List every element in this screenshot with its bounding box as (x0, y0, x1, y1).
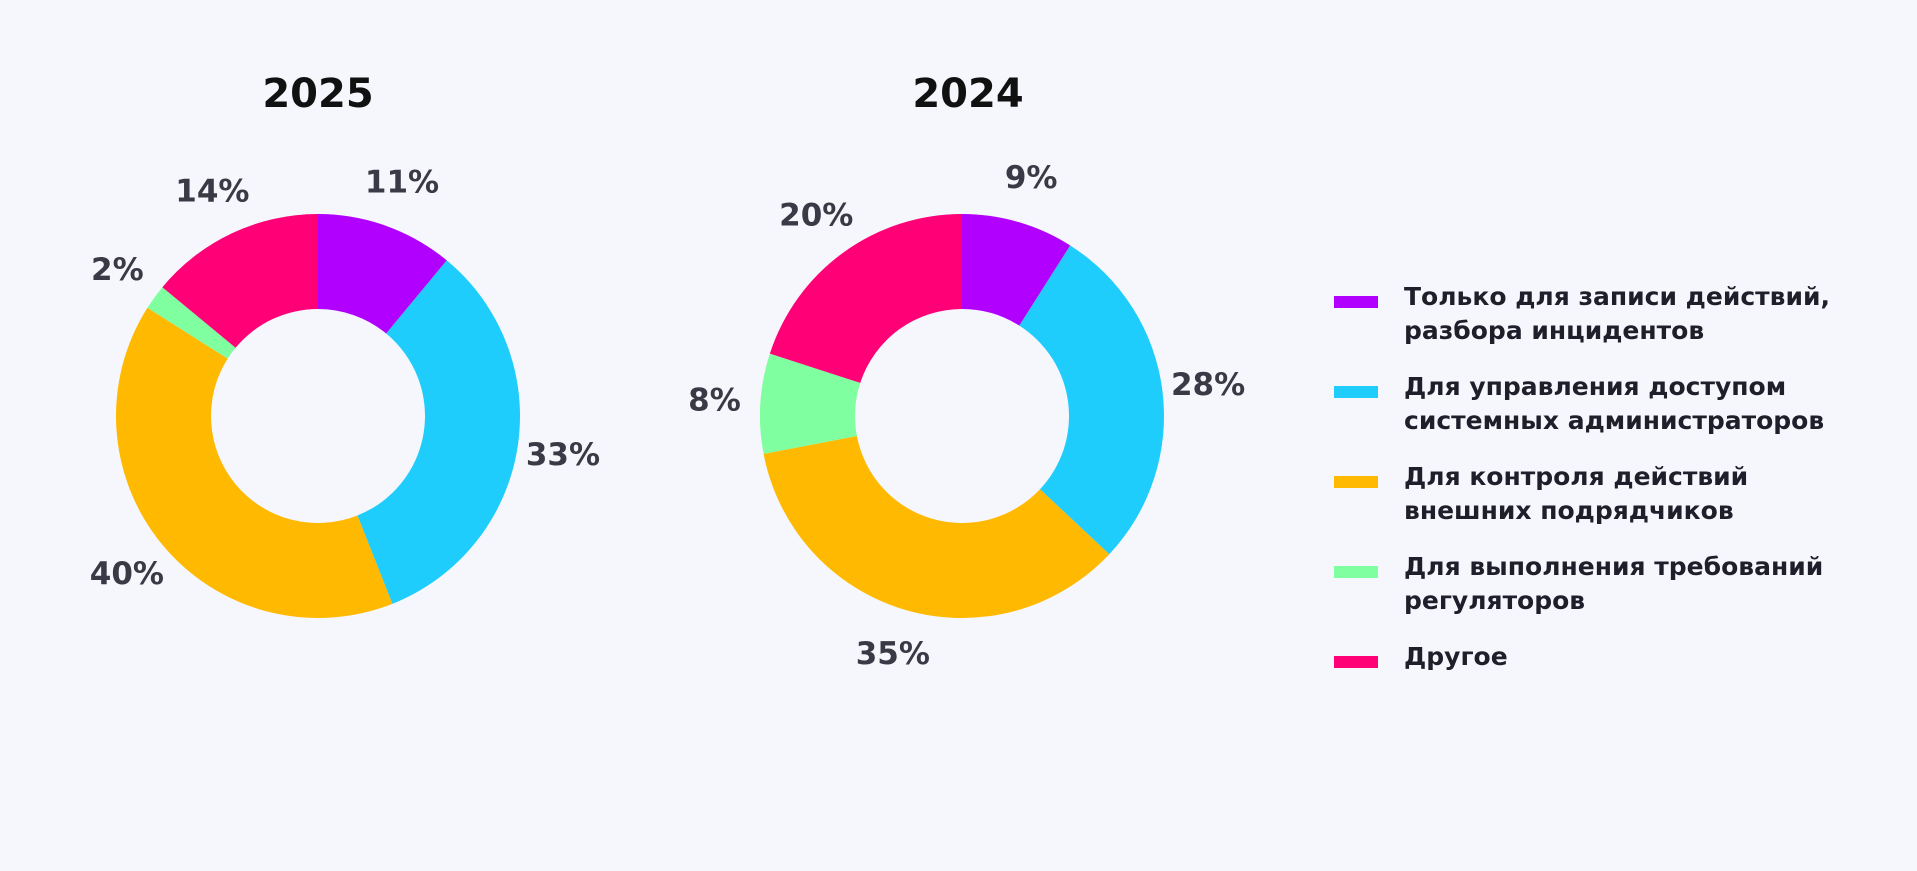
legend-item-admin-access: Для управления доступом системных админи… (1334, 370, 1894, 438)
slice-admin-access (1019, 245, 1165, 555)
legend-swatch (1334, 386, 1378, 398)
legend-swatch (1334, 656, 1378, 668)
donut-chart-2024: 9% 28% 35% 8% 20% (688, 160, 1245, 672)
slice-recording (962, 214, 1071, 326)
slice-recording (318, 214, 447, 334)
slice-label-2: 2% (91, 252, 144, 288)
slice-regulators (147, 287, 236, 359)
donut-chart-2025: 11% 33% 40% 2% 14% (90, 165, 600, 618)
slice-contractors (763, 436, 1110, 618)
slice-label-8: 8% (688, 382, 741, 418)
slice-label-20: 20% (779, 197, 853, 233)
slice-other (162, 214, 318, 348)
legend-item-contractors: Для контроля действий внешних подрядчико… (1334, 460, 1894, 528)
slice-label-35: 35% (856, 636, 930, 672)
slice-label-28: 28% (1171, 367, 1245, 403)
legend-label: Только для записи действий, разбора инци… (1404, 282, 1831, 345)
chart-title-2025: 2025 (262, 71, 373, 117)
legend-label: Для управления доступом системных админи… (1404, 372, 1825, 435)
legend-item-regulators: Для выполнения требований регуляторов (1334, 550, 1894, 618)
legend-swatch (1334, 476, 1378, 488)
slice-regulators (760, 353, 861, 454)
legend: Только для записи действий, разбора инци… (1334, 280, 1894, 696)
slice-admin-access (357, 260, 521, 604)
legend-item-recording: Только для записи действий, разбора инци… (1334, 280, 1894, 348)
legend-item-other: Другое (1334, 640, 1894, 674)
slice-other (769, 214, 962, 383)
legend-label: Для выполнения требований регуляторов (1404, 552, 1824, 615)
slice-contractors (116, 307, 393, 618)
slice-label-40: 40% (90, 556, 164, 592)
chart-title-2024: 2024 (912, 71, 1023, 117)
legend-swatch (1334, 566, 1378, 578)
slice-label-9: 9% (1005, 160, 1058, 196)
slice-label-11: 11% (365, 165, 439, 201)
legend-label: Другое (1404, 642, 1508, 671)
slice-label-14: 14% (175, 174, 249, 210)
legend-swatch (1334, 296, 1378, 308)
legend-label: Для контроля действий внешних подрядчико… (1404, 462, 1749, 525)
slice-label-33: 33% (526, 437, 600, 473)
